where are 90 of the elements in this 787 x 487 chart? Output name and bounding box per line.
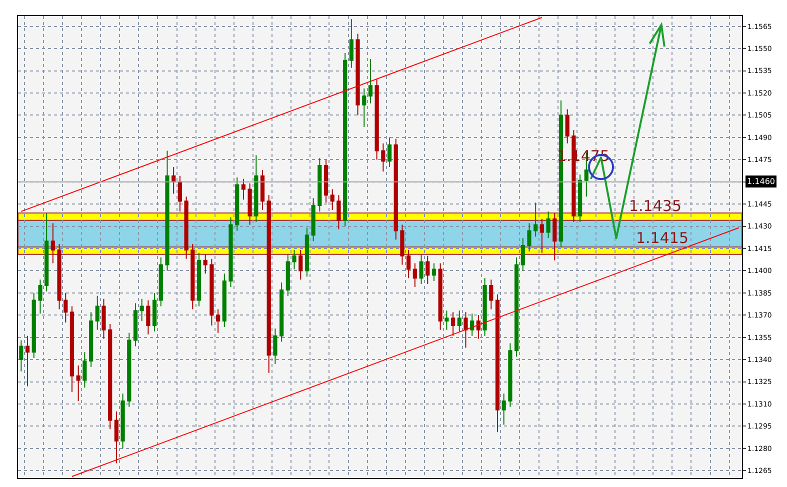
candlestick — [406, 249, 411, 279]
candlestick — [280, 282, 284, 342]
candlestick — [374, 79, 379, 160]
candlestick — [172, 166, 176, 194]
candlestick — [19, 340, 24, 372]
ref-line-label: 1.1460 — [747, 177, 775, 186]
candlestick — [95, 295, 100, 330]
candlestick — [426, 255, 430, 285]
candlestick — [266, 194, 271, 374]
candlestick — [540, 218, 544, 254]
candlestick — [444, 310, 449, 330]
candlestick — [349, 18, 354, 68]
candlestick — [248, 182, 252, 226]
candlestick — [120, 393, 125, 449]
candlestick — [140, 298, 144, 322]
candlestick — [502, 393, 506, 426]
candlestick — [489, 279, 494, 310]
candlestick — [450, 312, 456, 336]
candlestick — [546, 210, 550, 239]
candlestick — [356, 33, 360, 116]
candlestick — [552, 212, 557, 261]
candlestick — [190, 244, 195, 310]
candlestick — [158, 256, 163, 307]
candlestick — [470, 313, 474, 336]
candlestick — [133, 302, 138, 347]
candlestick — [82, 352, 87, 388]
candlestick — [38, 279, 42, 314]
annotation: 1.1415 — [636, 229, 688, 247]
candlestick — [235, 176, 240, 232]
candlestick — [273, 328, 278, 364]
candlestick — [228, 216, 233, 288]
candlestick — [70, 306, 74, 393]
candlestick — [457, 310, 462, 332]
candlestick — [44, 212, 49, 292]
candlestick — [203, 254, 208, 274]
candlestick — [476, 314, 480, 340]
candlestick — [88, 312, 94, 368]
candlestick — [196, 252, 202, 307]
candlestick — [527, 222, 532, 252]
candlestick — [114, 410, 118, 464]
candlestick — [304, 227, 310, 278]
candlestick — [222, 273, 226, 328]
candlestick — [311, 198, 316, 242]
candlestick — [50, 222, 55, 264]
candlestick — [464, 312, 468, 348]
candlestick — [241, 178, 246, 200]
candlestick — [260, 170, 265, 210]
candlestick — [25, 335, 30, 387]
candlestick — [394, 138, 398, 240]
candlestick — [286, 254, 290, 296]
candlestick — [184, 196, 188, 260]
candlestick — [210, 258, 214, 326]
candlestick — [534, 202, 538, 238]
candlestick — [108, 324, 112, 430]
candlestick — [318, 158, 322, 212]
candlestick — [102, 298, 106, 340]
candlestick — [438, 262, 442, 330]
candlestick — [330, 188, 334, 210]
candlestick — [178, 175, 182, 212]
candlestick — [254, 154, 258, 222]
candlestick — [432, 262, 436, 282]
candlestick — [57, 244, 62, 310]
candlestick — [343, 52, 348, 227]
candlestick — [152, 292, 157, 332]
candlestick — [508, 342, 512, 408]
candlestick — [495, 294, 500, 433]
candlestick — [298, 249, 303, 280]
candlestick — [127, 332, 132, 408]
candlestick — [146, 300, 150, 335]
annotation: 1.1435 — [629, 197, 682, 215]
candlestick — [32, 292, 36, 359]
candlestick — [76, 364, 80, 402]
candlestick — [324, 159, 328, 204]
candlestick — [514, 256, 519, 358]
candlestick — [368, 58, 373, 104]
candlestick — [565, 108, 570, 144]
candlestick — [292, 249, 296, 270]
candlestick — [482, 278, 487, 336]
candlestick — [381, 142, 386, 172]
candlestick — [64, 292, 68, 324]
candlestick — [578, 174, 582, 222]
candlestick — [387, 136, 392, 168]
candlestick — [520, 238, 525, 272]
candlestick — [362, 88, 366, 128]
candlestick — [412, 262, 417, 288]
candlestick — [336, 194, 341, 230]
candlestick — [419, 254, 424, 285]
candlestick — [165, 150, 170, 272]
candlestick — [400, 224, 404, 266]
candlestick — [216, 308, 220, 334]
